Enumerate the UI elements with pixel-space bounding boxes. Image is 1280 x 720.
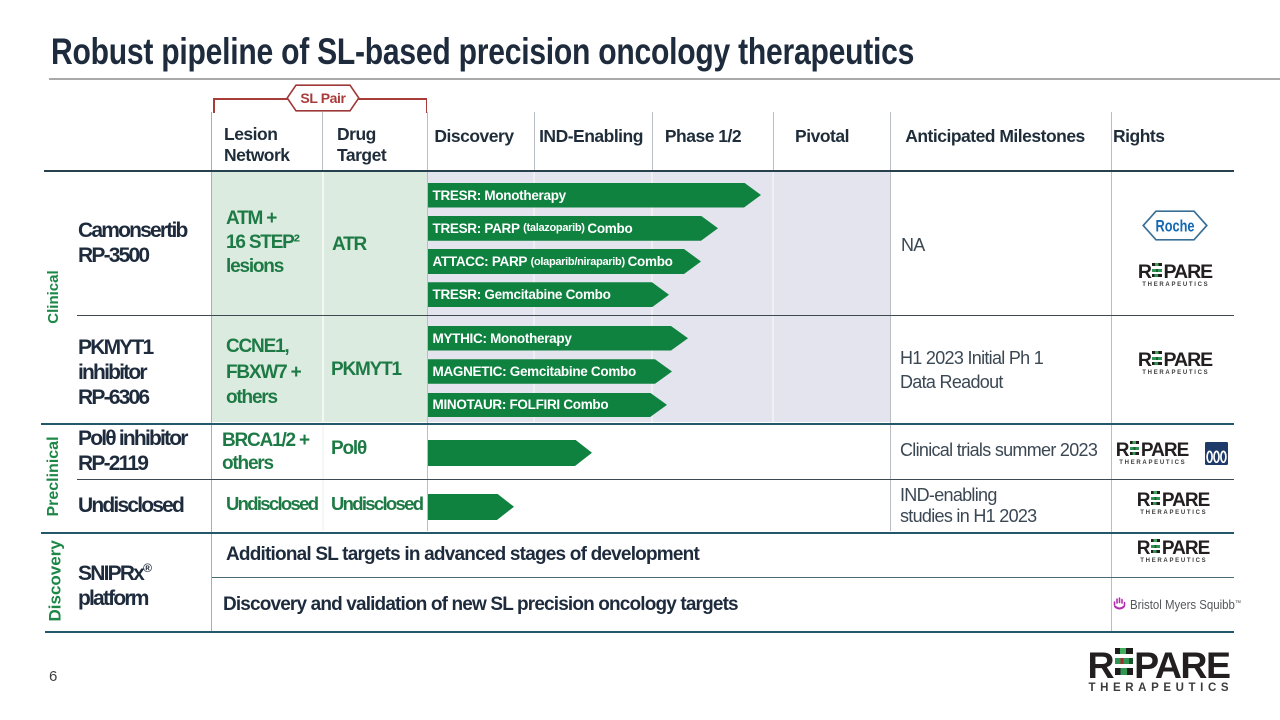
- svg-text:Roche: Roche: [1156, 217, 1195, 236]
- svg-text:SL Pair: SL Pair: [300, 90, 346, 106]
